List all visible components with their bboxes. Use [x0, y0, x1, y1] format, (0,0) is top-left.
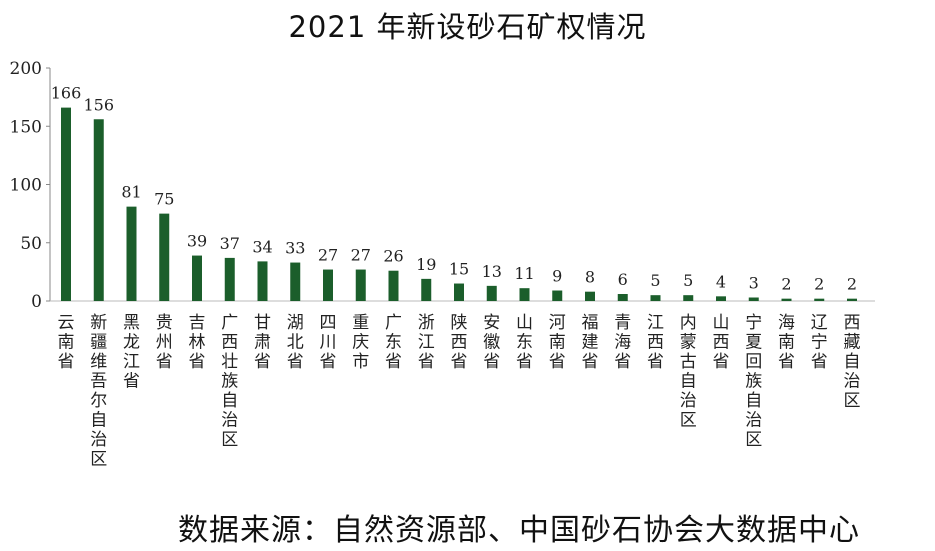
bar	[257, 261, 268, 301]
data-label: 33	[285, 239, 305, 258]
category-label: 海南省	[778, 313, 795, 372]
category-label: 云南省	[58, 313, 75, 372]
bar	[781, 298, 792, 301]
data-label: 6	[618, 270, 628, 289]
category-label: 宁夏回族自治区	[745, 313, 762, 450]
data-label: 9	[552, 267, 562, 286]
bar	[716, 296, 726, 301]
y-tick-label: 100	[10, 176, 42, 196]
data-label: 2	[814, 275, 824, 294]
data-label: 2	[847, 275, 857, 294]
category-labels: 云南省新疆维吾尔自治区黑龙江省贵州省吉林省广西壮族自治区甘肃省湖北省四川省重庆市…	[58, 313, 861, 470]
bar	[617, 294, 628, 301]
bar	[814, 298, 825, 301]
y-tick-label: 200	[10, 59, 42, 79]
category-label: 广西壮族自治区	[221, 313, 238, 450]
bar	[585, 291, 595, 301]
bar	[61, 107, 71, 301]
category-label: 青海省	[614, 313, 631, 372]
bar	[519, 288, 530, 301]
source-note: 数据来源：自然资源部、中国砂石协会大数据中心	[178, 513, 860, 548]
data-label: 4	[716, 272, 726, 291]
data-label: 3	[749, 274, 759, 293]
data-label: 2	[781, 275, 791, 294]
category-label: 内蒙古自治区	[680, 313, 697, 431]
category-label: 贵州省	[156, 313, 173, 372]
data-label: 15	[449, 260, 469, 279]
chart-title: 2021 年新设砂石矿权情况	[288, 10, 647, 44]
category-label: 吉林省	[189, 313, 206, 372]
category-label: 陕西省	[451, 313, 468, 372]
bar	[126, 206, 137, 301]
category-label: 湖北省	[287, 313, 304, 372]
data-label: 13	[482, 262, 502, 281]
category-label: 西藏自治区	[844, 313, 861, 411]
category-label: 重庆市	[352, 313, 369, 372]
data-label: 37	[220, 234, 240, 253]
category-label: 浙江省	[418, 313, 435, 372]
data-label: 81	[121, 183, 141, 202]
category-label: 四川省	[320, 313, 337, 372]
data-label: 34	[252, 237, 272, 256]
category-label: 辽宁省	[811, 313, 828, 372]
data-label: 8	[585, 268, 595, 287]
bar	[192, 255, 202, 301]
category-label: 山西省	[713, 313, 730, 372]
bar	[454, 283, 464, 301]
data-label: 26	[383, 247, 403, 266]
category-label: 广东省	[385, 313, 402, 372]
bar	[290, 262, 301, 301]
data-label: 75	[154, 190, 174, 209]
bar	[486, 285, 497, 301]
data-label: 166	[51, 84, 82, 103]
category-label: 黑龙江省	[123, 313, 140, 392]
category-label: 安徽省	[483, 313, 500, 372]
data-label: 19	[416, 255, 436, 274]
data-label: 11	[514, 264, 534, 283]
category-label: 山东省	[516, 313, 533, 372]
bar	[224, 257, 235, 301]
data-label: 39	[187, 232, 207, 251]
bar	[355, 269, 366, 301]
bar	[847, 298, 857, 301]
bar-series	[61, 107, 857, 301]
data-label: 27	[351, 246, 371, 265]
bar	[388, 270, 399, 301]
bar	[323, 269, 333, 301]
bar	[159, 213, 170, 301]
data-label: 5	[683, 271, 693, 290]
bar	[552, 290, 563, 301]
category-label: 甘肃省	[254, 313, 271, 372]
bar	[93, 119, 104, 301]
y-tick-label: 0	[31, 292, 42, 312]
data-label: 27	[318, 246, 338, 265]
category-label: 江西省	[647, 313, 664, 372]
bar	[683, 295, 694, 301]
category-label: 福建省	[582, 313, 599, 372]
y-tick-label: 150	[10, 117, 42, 137]
bar	[650, 295, 661, 301]
bar	[421, 278, 432, 301]
data-label: 156	[83, 95, 114, 114]
data-label: 5	[650, 271, 660, 290]
category-label: 河南省	[549, 313, 566, 372]
y-tick-label: 50	[20, 234, 42, 254]
bar	[748, 297, 759, 301]
category-label: 新疆维吾尔自治区	[90, 313, 107, 470]
